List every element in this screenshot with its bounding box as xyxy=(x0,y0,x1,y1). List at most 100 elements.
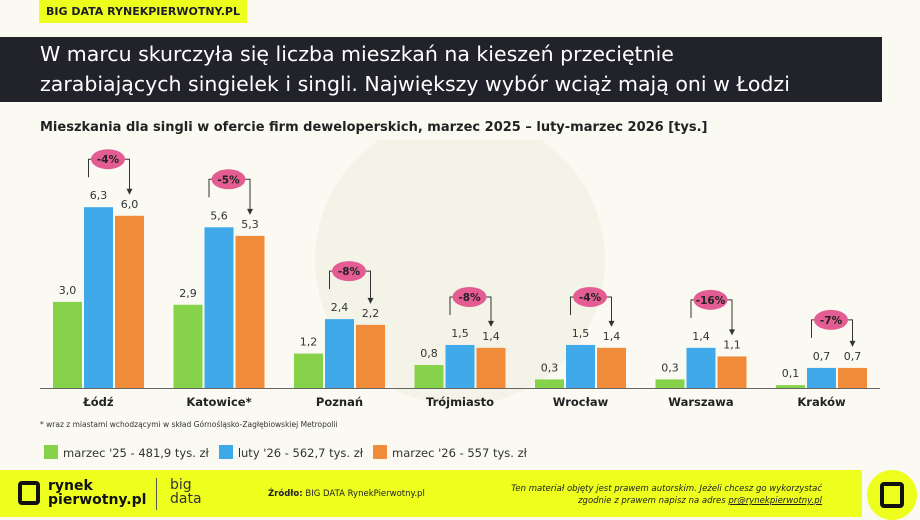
arrow-down-icon xyxy=(608,320,615,327)
arrow-down-icon xyxy=(367,297,374,304)
change-label: -8% xyxy=(458,292,481,304)
data-label: 0,3 xyxy=(541,361,559,374)
data-label: 2,9 xyxy=(179,287,197,300)
change-badge xyxy=(693,289,728,310)
bar xyxy=(84,207,113,388)
data-label: 6,0 xyxy=(121,198,139,211)
legend-item: marzec '26 - 557 tys. zł xyxy=(373,445,527,460)
data-label: 1,4 xyxy=(482,330,500,343)
arrow-down-icon xyxy=(126,188,133,195)
legend-label: luty '26 - 562,7 tys. zł xyxy=(237,446,364,460)
logo-badge xyxy=(867,470,917,520)
big-data-logo: big data xyxy=(170,478,202,506)
arrow-down-icon xyxy=(729,329,735,336)
arrow-down-icon xyxy=(849,340,856,347)
legend-swatch xyxy=(218,445,233,459)
bar xyxy=(807,367,836,388)
logo-square-icon xyxy=(880,482,904,508)
change-badge xyxy=(814,309,848,330)
arrow-down-icon xyxy=(247,208,253,215)
arrow-down-icon xyxy=(488,320,494,327)
data-label: 2,2 xyxy=(362,307,380,320)
category-label: Trójmiasto xyxy=(426,395,494,409)
data-label: 0,3 xyxy=(661,361,679,374)
bar xyxy=(535,379,564,388)
bar xyxy=(776,385,805,388)
bar xyxy=(717,356,747,388)
category-label: Poznań xyxy=(316,395,363,409)
bar xyxy=(356,324,385,388)
bar xyxy=(597,347,626,388)
legend-item: luty '26 - 562,7 tys. zł xyxy=(218,445,364,460)
email-link[interactable]: pr@rynekpierwotny.pl xyxy=(728,496,822,506)
bar xyxy=(115,215,144,388)
logo-text: rynek xyxy=(48,478,93,494)
data-label: 1,4 xyxy=(603,330,621,343)
change-badge xyxy=(91,149,125,170)
copyright-note: Ten materiał objęty jest prawem autorski… xyxy=(511,483,822,507)
legend-item: marzec '25 - 481,9 tys. zł xyxy=(44,445,209,460)
change-label: -16% xyxy=(696,295,726,307)
headline: W marcu skurczyła się liczba mieszkań na… xyxy=(0,37,882,102)
data-label: 1,4 xyxy=(692,330,710,343)
legend-swatch xyxy=(44,445,58,459)
logo-text: data xyxy=(170,491,202,507)
logo-text: big xyxy=(170,477,192,493)
change-label: -8% xyxy=(338,266,361,278)
bar-chart: 3,0 6,3 6,0 -4% Łódź 2,9 5,6 5,3 -5% Katowice* 1,2… xyxy=(40,140,880,409)
headline-line-1: W marcu skurczyła się liczba mieszkań na… xyxy=(40,42,674,66)
category-label: Katowice* xyxy=(186,395,251,409)
logo-square-icon xyxy=(18,481,40,505)
legend: marzec '25 - 481,9 tys. zł luty '26 - 56… xyxy=(44,445,527,460)
headline-line-2: zarabiających singielek i singli. Najwię… xyxy=(40,72,790,96)
bar xyxy=(173,304,203,388)
data-label: 2,4 xyxy=(331,301,349,314)
change-badge xyxy=(332,261,366,282)
bar xyxy=(445,344,475,388)
footer-bar xyxy=(0,470,862,517)
copyright-line: Ten materiał objęty jest prawem autorski… xyxy=(511,484,822,494)
rynekpierwotny-logo: rynek pierwotny.pl xyxy=(18,479,146,507)
change-badge xyxy=(452,286,487,307)
change-label: -4% xyxy=(579,292,602,304)
data-label: 3,0 xyxy=(59,284,77,297)
footnote: * wraz z miastami wchodzącymi w skład Gó… xyxy=(40,420,338,429)
change-label: -4% xyxy=(97,154,120,166)
change-badge xyxy=(573,286,607,307)
data-label: 6,3 xyxy=(90,189,108,202)
data-label: 0,8 xyxy=(420,347,438,360)
bar xyxy=(414,365,444,388)
legend-swatch xyxy=(373,445,388,459)
bar xyxy=(294,353,323,388)
source: Źródło: BIG DATA RynekPierwotny.pl xyxy=(268,489,425,499)
category-label: Kraków xyxy=(797,395,846,409)
logo-text: pierwotny.pl xyxy=(48,492,147,508)
bar xyxy=(686,347,716,388)
bar xyxy=(53,301,82,388)
data-label: 0,1 xyxy=(782,367,800,380)
legend-label: marzec '26 - 557 tys. zł xyxy=(392,446,527,460)
data-label: 1,1 xyxy=(723,338,741,351)
change-badge xyxy=(211,169,246,190)
category-label: Wrocław xyxy=(553,395,609,409)
data-label: 5,3 xyxy=(241,218,259,231)
data-label: 0,7 xyxy=(844,350,862,363)
source-text: BIG DATA RynekPierwotny.pl xyxy=(302,489,425,499)
divider xyxy=(156,478,157,510)
data-label: 0,7 xyxy=(813,350,831,363)
bar xyxy=(838,367,867,388)
bar xyxy=(325,319,354,388)
data-label: 1,2 xyxy=(300,336,318,349)
category-label: Warszawa xyxy=(668,395,733,409)
bar xyxy=(476,347,506,388)
change-label: -7% xyxy=(820,315,843,327)
bar xyxy=(235,235,265,388)
copyright-line: zgodnie z prawem napisz na adres xyxy=(578,496,729,506)
legend-label: marzec '25 - 481,9 tys. zł xyxy=(63,446,209,460)
chart-title: Mieszkania dla singli w ofercie firm dew… xyxy=(40,120,708,135)
bar xyxy=(566,344,595,388)
category-label: Łódź xyxy=(82,395,114,409)
bar xyxy=(204,227,234,388)
source-label: Źródło: xyxy=(268,489,303,499)
data-label: 1,5 xyxy=(572,327,590,340)
